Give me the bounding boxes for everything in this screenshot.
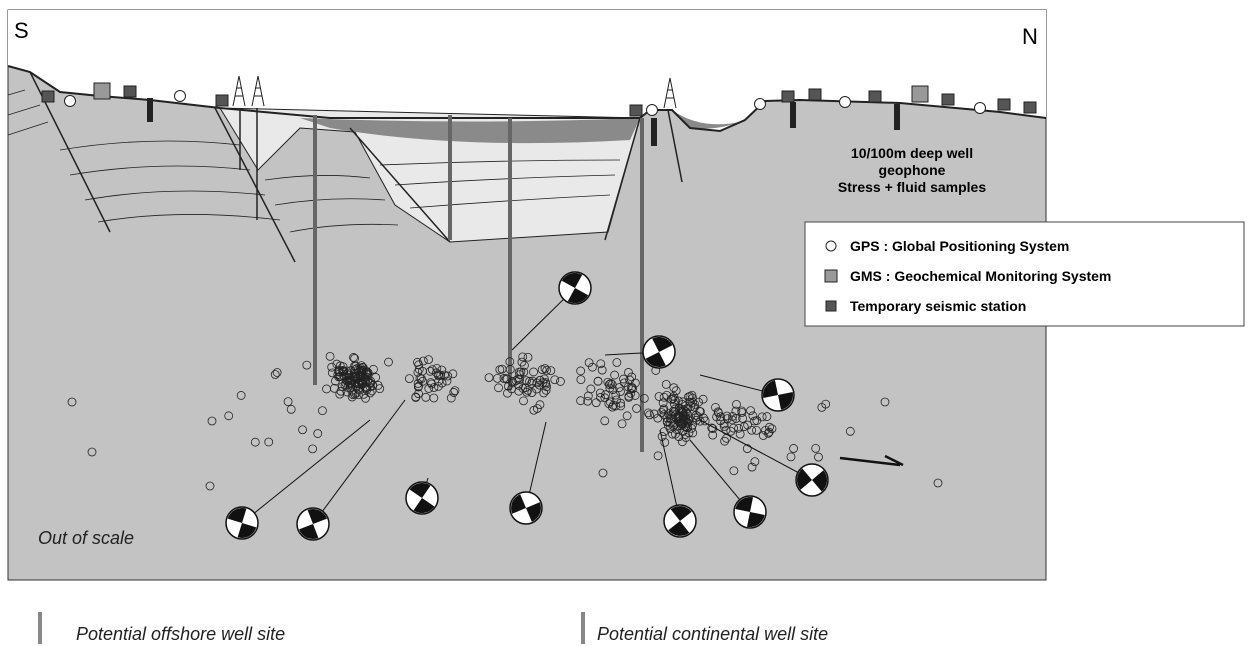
- seismic-station: [630, 105, 642, 116]
- legend: GPS : Global Positioning System GMS : Ge…: [805, 222, 1244, 326]
- seismic-station: [809, 89, 821, 100]
- annotation-line: 10/100m deep well: [851, 145, 973, 161]
- annotation-line: geophone: [879, 162, 946, 178]
- seismic-station: [42, 91, 54, 102]
- shallow-well: [147, 98, 153, 122]
- south-label: S: [14, 18, 29, 43]
- seismic-station: [1024, 102, 1036, 113]
- seismic-station: [782, 91, 794, 102]
- footer-item: Potential continental well site: [597, 624, 828, 644]
- page: {"labels": {"south": "S", "north": "N", …: [0, 0, 1248, 646]
- gps-station: [65, 96, 76, 107]
- shallow-well: [790, 102, 796, 128]
- gms-symbol: [825, 270, 837, 282]
- gms-station: [94, 83, 110, 99]
- seismic-station: [869, 91, 881, 102]
- footer-bar: [581, 612, 585, 644]
- diagram: S N Out of scale 10/100m deep well geoph…: [0, 0, 1248, 646]
- legend-item: GMS : Geochemical Monitoring System: [850, 268, 1111, 284]
- annotation-line: Stress + fluid samples: [838, 179, 986, 195]
- gms-station: [912, 86, 928, 102]
- seismic-station: [942, 94, 954, 105]
- gps-station: [975, 103, 986, 114]
- gps-station: [175, 91, 186, 102]
- legend-item: GPS : Global Positioning System: [850, 238, 1069, 254]
- gps-symbol: [826, 241, 836, 251]
- seismic-station: [124, 86, 136, 97]
- footer-bar: [38, 612, 42, 644]
- scale-note: Out of scale: [38, 528, 134, 548]
- gps-station: [647, 105, 658, 116]
- gps-station: [840, 97, 851, 108]
- shallow-well: [651, 118, 657, 146]
- north-label: N: [1022, 24, 1038, 49]
- footer-item: Potential offshore well site: [76, 624, 285, 644]
- station-symbol: [826, 301, 836, 311]
- seismic-station: [216, 95, 228, 106]
- legend-item: Temporary seismic station: [850, 298, 1026, 314]
- gps-station: [755, 99, 766, 110]
- seismic-station: [998, 99, 1010, 110]
- shallow-well: [894, 104, 900, 130]
